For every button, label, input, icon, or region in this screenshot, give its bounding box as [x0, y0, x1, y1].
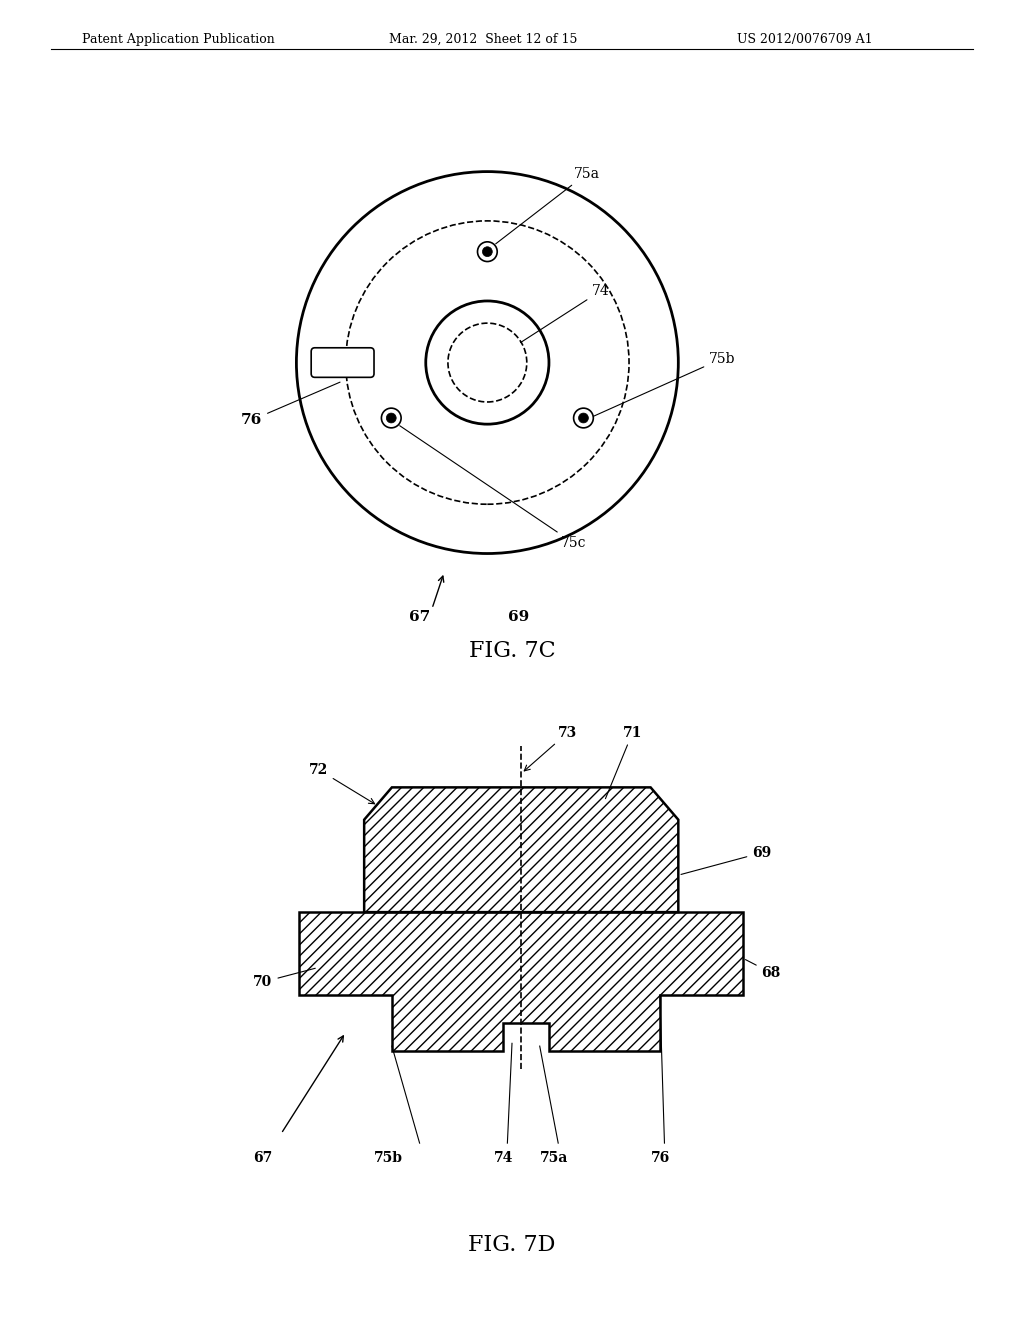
Text: 76: 76 [241, 381, 340, 428]
Circle shape [579, 413, 589, 422]
Text: 75c: 75c [399, 426, 587, 550]
Polygon shape [365, 787, 678, 912]
Text: 67: 67 [409, 610, 430, 624]
Circle shape [381, 408, 401, 428]
Text: Patent Application Publication: Patent Application Publication [82, 33, 274, 46]
Text: 74: 74 [520, 284, 610, 343]
Text: 69: 69 [508, 610, 528, 624]
Text: 76: 76 [650, 1151, 670, 1164]
Circle shape [573, 408, 593, 428]
FancyBboxPatch shape [311, 347, 374, 378]
Circle shape [482, 247, 493, 256]
Text: 75b: 75b [592, 351, 735, 417]
Polygon shape [299, 912, 743, 1051]
Text: Mar. 29, 2012  Sheet 12 of 15: Mar. 29, 2012 Sheet 12 of 15 [389, 33, 578, 46]
Text: 75b: 75b [374, 1151, 402, 1164]
Text: FIG. 7D: FIG. 7D [468, 1234, 556, 1257]
Text: 67: 67 [253, 1151, 272, 1164]
Text: 70: 70 [253, 969, 315, 989]
Text: FIG. 7C: FIG. 7C [469, 640, 555, 663]
Circle shape [477, 242, 498, 261]
Text: 71: 71 [605, 726, 642, 799]
Text: 74: 74 [494, 1151, 513, 1164]
Text: 72: 72 [308, 763, 375, 804]
Circle shape [386, 413, 396, 422]
Text: US 2012/0076709 A1: US 2012/0076709 A1 [737, 33, 872, 46]
Text: 75a: 75a [540, 1151, 568, 1164]
Text: 73: 73 [524, 726, 578, 771]
Text: 68: 68 [745, 960, 780, 979]
Text: 75a: 75a [496, 166, 600, 244]
Text: 69: 69 [681, 846, 771, 874]
